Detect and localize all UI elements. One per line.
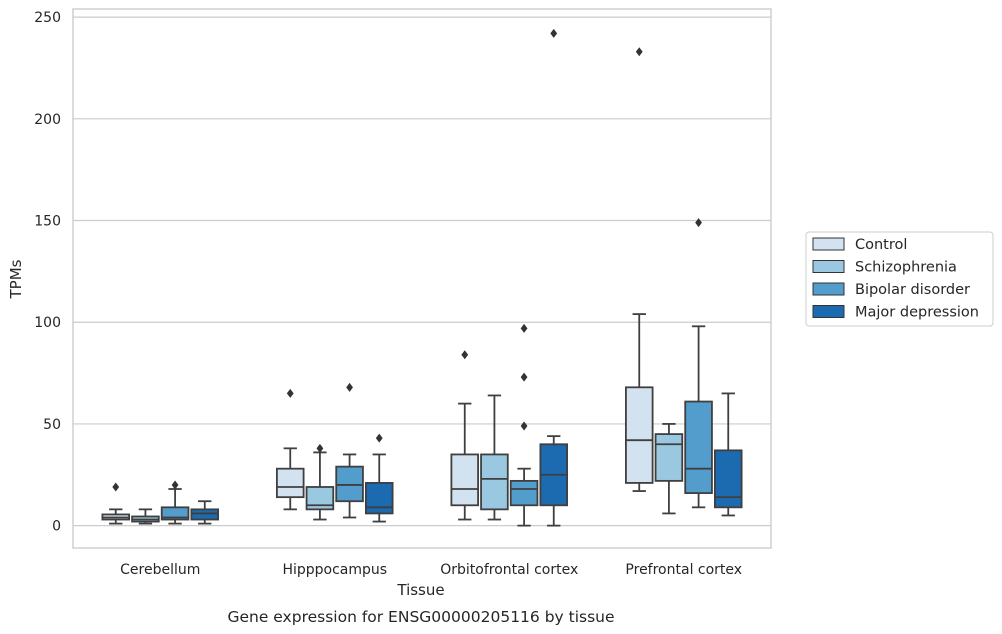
y-tick-label: 150 bbox=[34, 214, 61, 230]
legend-label: Major depression bbox=[855, 305, 979, 321]
box-bipolar-disorder bbox=[509, 323, 539, 527]
box-iqr bbox=[276, 467, 305, 499]
legend-label: Control bbox=[855, 237, 907, 253]
box-iqr bbox=[305, 486, 335, 511]
x-axis-title: Tissue bbox=[396, 581, 444, 599]
y-tick-label: 50 bbox=[43, 417, 61, 433]
grid-layer bbox=[73, 16, 771, 527]
outlier-point bbox=[316, 443, 324, 453]
legend-label: Bipolar disorder bbox=[855, 282, 970, 298]
box-iqr bbox=[625, 386, 654, 484]
outlier-point bbox=[286, 388, 294, 398]
box-major-depression bbox=[713, 392, 743, 517]
outlier-point bbox=[635, 47, 643, 57]
y-tick-label: 200 bbox=[34, 112, 61, 128]
legend-swatch bbox=[812, 237, 845, 251]
box-bipolar-disorder bbox=[684, 218, 713, 509]
box-major-depression bbox=[190, 500, 219, 525]
box-schizophrenia bbox=[654, 423, 684, 515]
outlier-point bbox=[550, 28, 558, 38]
y-tick-labels: 0 50 100 150 200 250 bbox=[34, 10, 61, 534]
box-iqr bbox=[450, 453, 480, 507]
box-control bbox=[450, 350, 480, 521]
outlier-point bbox=[171, 480, 179, 490]
box-bipolar-disorder bbox=[160, 480, 190, 525]
box-control bbox=[276, 388, 305, 511]
box-schizophrenia bbox=[305, 443, 335, 521]
y-tick-label: 100 bbox=[34, 315, 61, 331]
outlier-point bbox=[346, 382, 353, 392]
legend-swatch bbox=[812, 305, 845, 318]
box-iqr bbox=[684, 400, 713, 494]
outlier-point bbox=[461, 350, 469, 360]
y-tick-label: 0 bbox=[52, 519, 61, 535]
box-major-depression bbox=[364, 433, 394, 523]
outlier-point bbox=[112, 482, 120, 492]
box-control bbox=[625, 47, 654, 492]
legend-frame bbox=[805, 231, 994, 327]
boxes-layer bbox=[101, 28, 743, 527]
box-major-depression bbox=[539, 28, 568, 527]
x-tick-label: Hipppocampus bbox=[282, 562, 387, 578]
box-iqr bbox=[335, 465, 364, 503]
outlier-point bbox=[695, 218, 702, 228]
x-tick-labels: Cerebellum Hipppocampus Orbitofrontal cort… bbox=[120, 562, 742, 578]
box-iqr bbox=[713, 449, 743, 509]
chart-caption: Gene expression for ENSG00000205116 by t… bbox=[227, 608, 614, 626]
box-iqr bbox=[654, 433, 684, 482]
legend-swatch bbox=[812, 260, 845, 273]
legend-label: Schizophrenia bbox=[855, 260, 957, 276]
legend-swatch bbox=[812, 282, 845, 296]
y-tick-label: 250 bbox=[34, 10, 61, 26]
plot-area-frame bbox=[72, 8, 772, 549]
outlier-point bbox=[375, 433, 383, 443]
outlier-point bbox=[520, 372, 528, 382]
box-iqr bbox=[364, 482, 394, 515]
box-schizophrenia bbox=[131, 508, 160, 525]
outlier-point bbox=[520, 421, 528, 431]
box-control bbox=[101, 482, 131, 525]
box-iqr bbox=[160, 506, 190, 521]
box-iqr bbox=[509, 479, 539, 507]
x-tick-label: Cerebellum bbox=[120, 562, 200, 578]
box-schizophrenia bbox=[480, 394, 509, 521]
y-axis-title: TPMs bbox=[7, 259, 25, 299]
x-tick-label: Orbitofrontal cortex bbox=[440, 562, 578, 578]
legend: Control Schizophrenia Bipolar disorder Majo… bbox=[805, 231, 994, 327]
box-bipolar-disorder bbox=[335, 382, 364, 519]
box-iqr bbox=[190, 508, 219, 521]
outlier-point bbox=[520, 323, 528, 333]
box-iqr bbox=[480, 453, 509, 511]
x-tick-label: Prefrontal cortex bbox=[625, 562, 742, 578]
